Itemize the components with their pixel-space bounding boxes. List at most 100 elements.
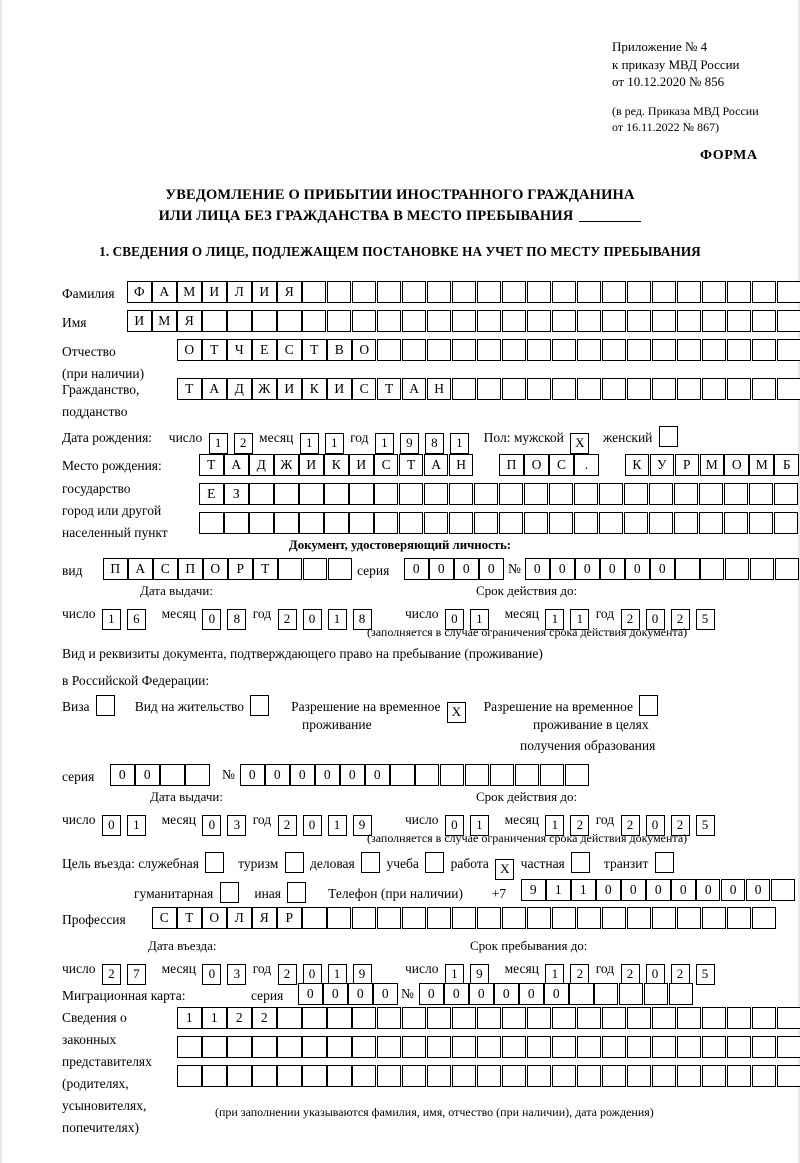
input-doc-valid-year-2[interactable]: 0: [645, 609, 665, 630]
input-permit-valid-year-1[interactable]: 2: [620, 815, 640, 836]
mcard-number-cell-4[interactable]: 0: [493, 983, 519, 1005]
birth-place-1-cell-13[interactable]: П: [499, 454, 524, 476]
checkbox-sex-male[interactable]: X: [570, 433, 590, 454]
birth-place-3-cell-10[interactable]: [423, 512, 449, 534]
legal-rep-1-cell-12[interactable]: [451, 1007, 477, 1029]
checkbox-sex-female[interactable]: [658, 426, 678, 447]
surname-cell-18[interactable]: [551, 281, 577, 303]
profession-cell-19[interactable]: [601, 907, 627, 929]
profession-cell-6[interactable]: Р: [276, 907, 302, 929]
legal-rep-3-cell-2[interactable]: [201, 1065, 227, 1087]
citizenship-cell-23[interactable]: [726, 378, 752, 400]
citizenship-cell-14[interactable]: [501, 378, 527, 400]
legal-rep-1-cell-25[interactable]: [776, 1007, 800, 1029]
input-birth-day-1[interactable]: 1: [208, 433, 228, 454]
name-cell-22[interactable]: [651, 310, 677, 332]
legal-rep-2-cell-13[interactable]: [476, 1036, 502, 1058]
surname-cell-14[interactable]: [451, 281, 477, 303]
legal-rep-3-cell-6[interactable]: [301, 1065, 327, 1087]
legal-rep-2-cell-9[interactable]: [376, 1036, 402, 1058]
input-doc-valid-day-1[interactable]: 0: [444, 609, 464, 630]
patronymic-cell-4[interactable]: Е: [251, 339, 277, 361]
birth-place-3-cell-20[interactable]: [673, 512, 699, 534]
profession-cell-16[interactable]: [526, 907, 552, 929]
name-cell-18[interactable]: [551, 310, 577, 332]
checkbox-residence-permit[interactable]: [250, 695, 270, 716]
permit-number-cell-11[interactable]: [489, 764, 515, 786]
doc-series-cell-1[interactable]: 0: [404, 558, 429, 580]
checkbox-purpose-tourism[interactable]: [284, 852, 304, 873]
profession-cell-8[interactable]: [326, 907, 352, 929]
citizenship-cell-3[interactable]: Д: [226, 378, 252, 400]
profession-cell-11[interactable]: [401, 907, 427, 929]
surname-cell-24[interactable]: [701, 281, 727, 303]
citizenship-cell-21[interactable]: [676, 378, 702, 400]
legal-rep-3-cell-22[interactable]: [701, 1065, 727, 1087]
birth-place-1-cell-1[interactable]: Т: [199, 454, 224, 476]
birth-place-3-cell-17[interactable]: [598, 512, 624, 534]
input-doc-issue-year-2[interactable]: 0: [302, 609, 322, 630]
legal-rep-1-cell-24[interactable]: [751, 1007, 777, 1029]
legal-rep-3-cell-21[interactable]: [676, 1065, 702, 1087]
legal-rep-2-cell-24[interactable]: [751, 1036, 777, 1058]
patronymic-cell-6[interactable]: Т: [301, 339, 327, 361]
birth-place-2-cell-18[interactable]: [623, 483, 649, 505]
legal-rep-1-cell-17[interactable]: [576, 1007, 602, 1029]
name-cell-10[interactable]: [351, 310, 377, 332]
doc-kind-cell-4[interactable]: П: [177, 558, 203, 580]
name-cell-17[interactable]: [526, 310, 552, 332]
input-doc-valid-year-3[interactable]: 2: [670, 609, 690, 630]
doc-series-cell-2[interactable]: 0: [428, 558, 454, 580]
profession-cell-25[interactable]: [751, 907, 777, 929]
birth-place-1-cell-15[interactable]: С: [549, 454, 574, 476]
legal-rep-2-cell-17[interactable]: [576, 1036, 602, 1058]
surname-cell-4[interactable]: И: [201, 281, 227, 303]
doc-number-cell-9[interactable]: [724, 558, 750, 580]
doc-kind-cell-5[interactable]: О: [202, 558, 228, 580]
input-doc-valid-year-4[interactable]: 5: [695, 609, 715, 630]
citizenship-cell-20[interactable]: [651, 378, 677, 400]
legal-rep-3-cell-10[interactable]: [401, 1065, 427, 1087]
patronymic-cell-11[interactable]: [426, 339, 452, 361]
citizenship-cell-8[interactable]: С: [351, 378, 377, 400]
profession-cell-17[interactable]: [551, 907, 577, 929]
legal-rep-1-cell-13[interactable]: [476, 1007, 502, 1029]
legal-rep-1-cell-10[interactable]: [401, 1007, 427, 1029]
doc-number-cell-6[interactable]: 0: [649, 558, 675, 580]
mcard-number-cell-9[interactable]: [618, 983, 644, 1005]
legal-rep-1-cell-8[interactable]: [351, 1007, 377, 1029]
birth-place-2-cell-12[interactable]: [473, 483, 499, 505]
profession-cell-1[interactable]: С: [152, 907, 177, 929]
phone-cell-11[interactable]: [770, 879, 796, 901]
birth-place-1-cell-5[interactable]: И: [298, 454, 324, 476]
legal-rep-1-cell-6[interactable]: [301, 1007, 327, 1029]
birth-place-3-cell-19[interactable]: [648, 512, 674, 534]
legal-rep-2-cell-6[interactable]: [301, 1036, 327, 1058]
doc-number-cell-4[interactable]: 0: [599, 558, 625, 580]
legal-rep-2-cell-22[interactable]: [701, 1036, 727, 1058]
surname-cell-17[interactable]: [526, 281, 552, 303]
birth-place-2-cell-15[interactable]: [548, 483, 574, 505]
birth-place-2-cell-17[interactable]: [598, 483, 624, 505]
birth-place-2-cell-14[interactable]: [523, 483, 549, 505]
checkbox-purpose-study[interactable]: [425, 852, 445, 873]
birth-place-1-cell-19[interactable]: У: [649, 454, 675, 476]
input-doc-valid-month-2[interactable]: 1: [570, 609, 590, 630]
birth-place-2-cell-4[interactable]: [273, 483, 299, 505]
checkbox-purpose-work[interactable]: X: [495, 859, 515, 880]
mcard-series-cell-1[interactable]: 0: [298, 983, 323, 1005]
legal-rep-1-cell-9[interactable]: [376, 1007, 402, 1029]
legal-rep-1-cell-19[interactable]: [626, 1007, 652, 1029]
input-birth-month-2[interactable]: 1: [324, 433, 344, 454]
name-cell-20[interactable]: [601, 310, 627, 332]
patronymic-cell-21[interactable]: [676, 339, 702, 361]
citizenship-cell-18[interactable]: [601, 378, 627, 400]
legal-rep-3-cell-15[interactable]: [526, 1065, 552, 1087]
input-permit-issue-year-1[interactable]: 2: [277, 815, 297, 836]
citizenship-cell-25[interactable]: [776, 378, 800, 400]
profession-cell-24[interactable]: [726, 907, 752, 929]
